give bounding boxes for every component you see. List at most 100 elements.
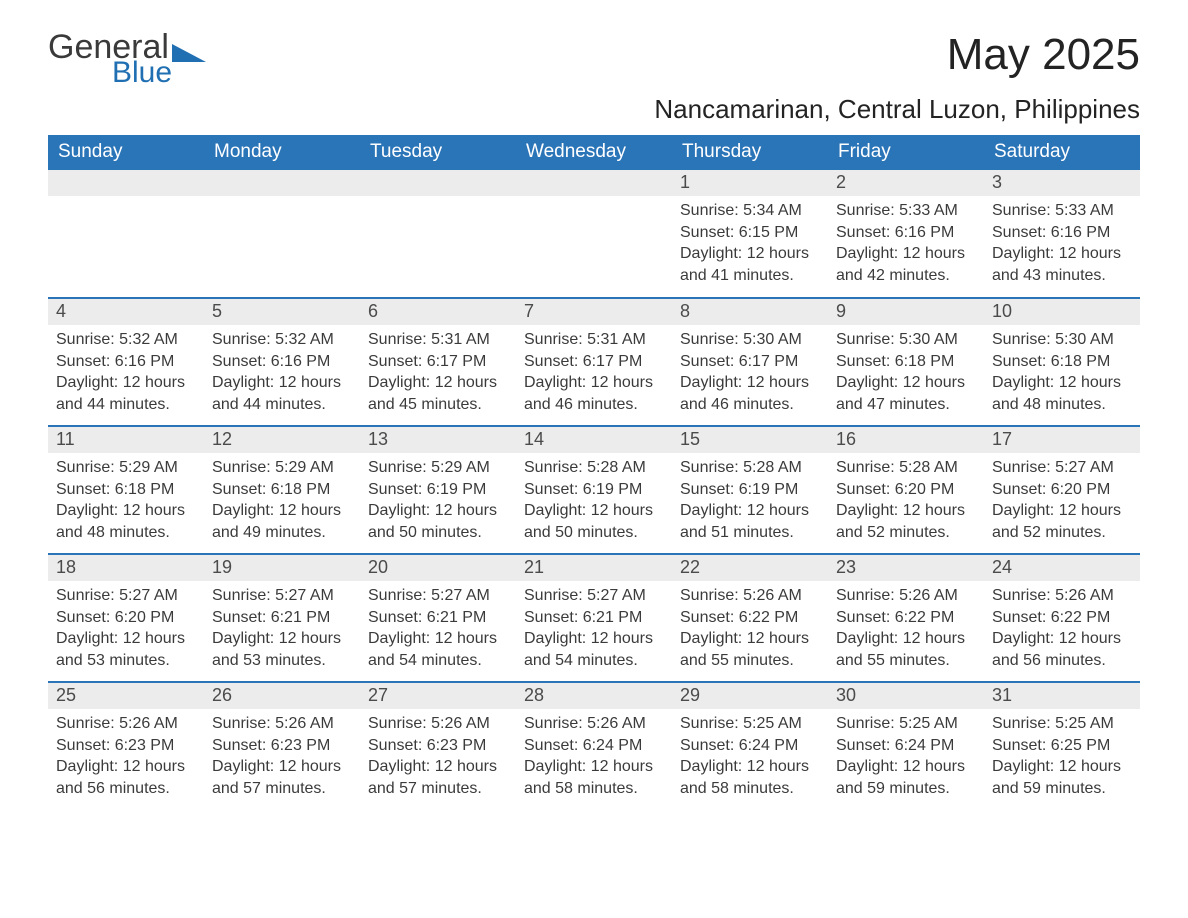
day-number: 30	[828, 683, 984, 709]
sunrise-line: Sunrise: 5:27 AM	[992, 457, 1132, 479]
daylight-line: Daylight: 12 hours and 46 minutes.	[680, 372, 820, 415]
sunset-line: Sunset: 6:24 PM	[524, 735, 664, 757]
day-number: 29	[672, 683, 828, 709]
sunset-line: Sunset: 6:24 PM	[836, 735, 976, 757]
daylight-line: Daylight: 12 hours and 44 minutes.	[56, 372, 196, 415]
day-details: Sunrise: 5:28 AMSunset: 6:20 PMDaylight:…	[828, 453, 984, 547]
day-number: 4	[48, 299, 204, 325]
calendar-cell: 7Sunrise: 5:31 AMSunset: 6:17 PMDaylight…	[516, 298, 672, 426]
sunrise-line: Sunrise: 5:29 AM	[212, 457, 352, 479]
day-details: Sunrise: 5:27 AMSunset: 6:21 PMDaylight:…	[516, 581, 672, 675]
day-number: 10	[984, 299, 1140, 325]
daylight-line: Daylight: 12 hours and 42 minutes.	[836, 243, 976, 286]
sunset-line: Sunset: 6:21 PM	[368, 607, 508, 629]
sunrise-line: Sunrise: 5:27 AM	[212, 585, 352, 607]
daylight-line: Daylight: 12 hours and 58 minutes.	[680, 756, 820, 799]
day-details: Sunrise: 5:25 AMSunset: 6:25 PMDaylight:…	[984, 709, 1140, 803]
daylight-line: Daylight: 12 hours and 55 minutes.	[680, 628, 820, 671]
day-details: Sunrise: 5:28 AMSunset: 6:19 PMDaylight:…	[516, 453, 672, 547]
sunset-line: Sunset: 6:23 PM	[368, 735, 508, 757]
day-details: Sunrise: 5:26 AMSunset: 6:23 PMDaylight:…	[204, 709, 360, 803]
sunrise-line: Sunrise: 5:27 AM	[524, 585, 664, 607]
calendar-cell: 15Sunrise: 5:28 AMSunset: 6:19 PMDayligh…	[672, 426, 828, 554]
sunset-line: Sunset: 6:25 PM	[992, 735, 1132, 757]
day-number: 21	[516, 555, 672, 581]
day-number: 3	[984, 170, 1140, 196]
daylight-line: Daylight: 12 hours and 50 minutes.	[524, 500, 664, 543]
day-number: 9	[828, 299, 984, 325]
sunrise-line: Sunrise: 5:32 AM	[56, 329, 196, 351]
day-number: 20	[360, 555, 516, 581]
calendar-table: SundayMondayTuesdayWednesdayThursdayFrid…	[48, 135, 1140, 810]
sunrise-line: Sunrise: 5:29 AM	[56, 457, 196, 479]
day-number: 22	[672, 555, 828, 581]
calendar-cell: 24Sunrise: 5:26 AMSunset: 6:22 PMDayligh…	[984, 554, 1140, 682]
sunset-line: Sunset: 6:22 PM	[992, 607, 1132, 629]
day-number: 23	[828, 555, 984, 581]
sunset-line: Sunset: 6:18 PM	[212, 479, 352, 501]
day-header: Saturday	[984, 135, 1140, 170]
logo-word-blue: Blue	[112, 58, 172, 88]
daylight-line: Daylight: 12 hours and 58 minutes.	[524, 756, 664, 799]
day-details: Sunrise: 5:26 AMSunset: 6:23 PMDaylight:…	[360, 709, 516, 803]
daylight-line: Daylight: 12 hours and 49 minutes.	[212, 500, 352, 543]
daylight-line: Daylight: 12 hours and 52 minutes.	[992, 500, 1132, 543]
calendar-cell	[48, 170, 204, 298]
sunset-line: Sunset: 6:21 PM	[524, 607, 664, 629]
day-details: Sunrise: 5:29 AMSunset: 6:18 PMDaylight:…	[48, 453, 204, 547]
calendar-cell: 21Sunrise: 5:27 AMSunset: 6:21 PMDayligh…	[516, 554, 672, 682]
sunrise-line: Sunrise: 5:28 AM	[680, 457, 820, 479]
calendar-cell: 3Sunrise: 5:33 AMSunset: 6:16 PMDaylight…	[984, 170, 1140, 298]
sunrise-line: Sunrise: 5:28 AM	[524, 457, 664, 479]
day-header: Sunday	[48, 135, 204, 170]
day-details: Sunrise: 5:26 AMSunset: 6:22 PMDaylight:…	[984, 581, 1140, 675]
sunset-line: Sunset: 6:21 PM	[212, 607, 352, 629]
day-header-row: SundayMondayTuesdayWednesdayThursdayFrid…	[48, 135, 1140, 170]
daylight-line: Daylight: 12 hours and 53 minutes.	[56, 628, 196, 671]
day-details: Sunrise: 5:27 AMSunset: 6:21 PMDaylight:…	[360, 581, 516, 675]
sunrise-line: Sunrise: 5:26 AM	[524, 713, 664, 735]
sunrise-line: Sunrise: 5:33 AM	[992, 200, 1132, 222]
sunrise-line: Sunrise: 5:31 AM	[524, 329, 664, 351]
daylight-line: Daylight: 12 hours and 45 minutes.	[368, 372, 508, 415]
day-details: Sunrise: 5:33 AMSunset: 6:16 PMDaylight:…	[828, 196, 984, 290]
day-details: Sunrise: 5:26 AMSunset: 6:22 PMDaylight:…	[828, 581, 984, 675]
calendar-cell: 23Sunrise: 5:26 AMSunset: 6:22 PMDayligh…	[828, 554, 984, 682]
calendar-cell: 31Sunrise: 5:25 AMSunset: 6:25 PMDayligh…	[984, 682, 1140, 810]
calendar-week: 11Sunrise: 5:29 AMSunset: 6:18 PMDayligh…	[48, 426, 1140, 554]
daylight-line: Daylight: 12 hours and 44 minutes.	[212, 372, 352, 415]
sunset-line: Sunset: 6:22 PM	[680, 607, 820, 629]
day-number: 24	[984, 555, 1140, 581]
day-number: 8	[672, 299, 828, 325]
day-details: Sunrise: 5:27 AMSunset: 6:20 PMDaylight:…	[984, 453, 1140, 547]
sunrise-line: Sunrise: 5:27 AM	[368, 585, 508, 607]
sunrise-line: Sunrise: 5:26 AM	[836, 585, 976, 607]
calendar-cell: 18Sunrise: 5:27 AMSunset: 6:20 PMDayligh…	[48, 554, 204, 682]
day-details: Sunrise: 5:28 AMSunset: 6:19 PMDaylight:…	[672, 453, 828, 547]
sunrise-line: Sunrise: 5:26 AM	[680, 585, 820, 607]
calendar-cell: 10Sunrise: 5:30 AMSunset: 6:18 PMDayligh…	[984, 298, 1140, 426]
day-details: Sunrise: 5:25 AMSunset: 6:24 PMDaylight:…	[672, 709, 828, 803]
daylight-line: Daylight: 12 hours and 51 minutes.	[680, 500, 820, 543]
day-number: 13	[360, 427, 516, 453]
calendar-cell: 6Sunrise: 5:31 AMSunset: 6:17 PMDaylight…	[360, 298, 516, 426]
sunset-line: Sunset: 6:23 PM	[56, 735, 196, 757]
calendar-cell: 20Sunrise: 5:27 AMSunset: 6:21 PMDayligh…	[360, 554, 516, 682]
calendar-cell	[360, 170, 516, 298]
sunset-line: Sunset: 6:23 PM	[212, 735, 352, 757]
day-number: 2	[828, 170, 984, 196]
sunset-line: Sunset: 6:22 PM	[836, 607, 976, 629]
daylight-line: Daylight: 12 hours and 47 minutes.	[836, 372, 976, 415]
day-number: 6	[360, 299, 516, 325]
calendar-cell: 12Sunrise: 5:29 AMSunset: 6:18 PMDayligh…	[204, 426, 360, 554]
calendar-week: 1Sunrise: 5:34 AMSunset: 6:15 PMDaylight…	[48, 170, 1140, 298]
day-header: Wednesday	[516, 135, 672, 170]
calendar-week: 25Sunrise: 5:26 AMSunset: 6:23 PMDayligh…	[48, 682, 1140, 810]
daylight-line: Daylight: 12 hours and 46 minutes.	[524, 372, 664, 415]
daylight-line: Daylight: 12 hours and 54 minutes.	[524, 628, 664, 671]
daylight-line: Daylight: 12 hours and 41 minutes.	[680, 243, 820, 286]
sunset-line: Sunset: 6:17 PM	[680, 351, 820, 373]
sunset-line: Sunset: 6:16 PM	[212, 351, 352, 373]
header: General Blue May 2025	[48, 30, 1140, 88]
day-details: Sunrise: 5:32 AMSunset: 6:16 PMDaylight:…	[204, 325, 360, 419]
